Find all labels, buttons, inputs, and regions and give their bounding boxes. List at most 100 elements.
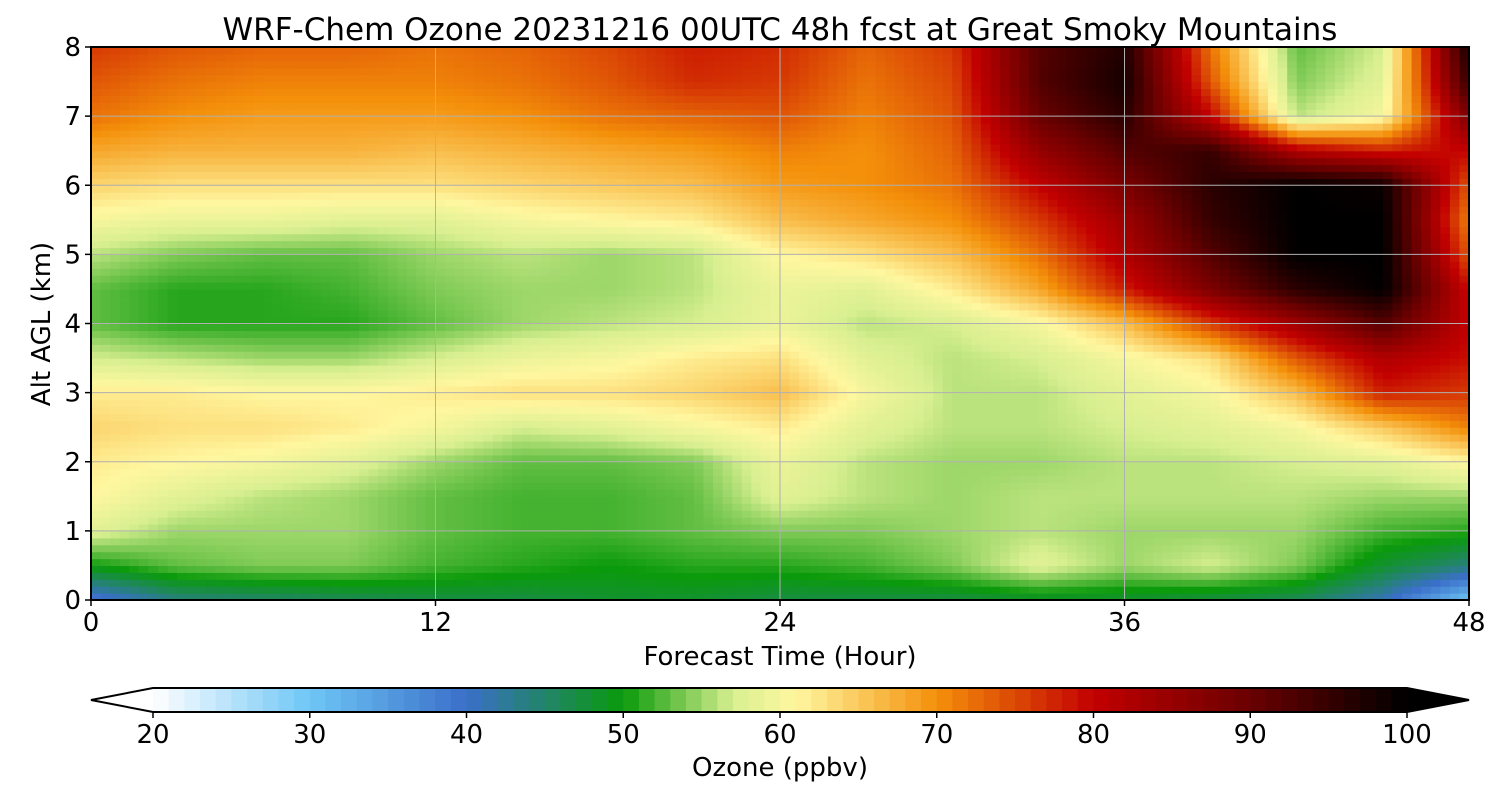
heatmap-cell xyxy=(636,503,647,511)
heatmap-cell xyxy=(1373,371,1384,380)
heatmap-cell xyxy=(1105,475,1116,484)
heatmap-cell xyxy=(1201,475,1212,484)
heatmap-cell xyxy=(1076,537,1087,546)
heatmap-cell xyxy=(665,475,676,484)
heatmap-cell xyxy=(1124,482,1135,490)
heatmap-cell xyxy=(531,392,542,401)
heatmap-cell xyxy=(913,364,925,373)
heatmap-cell xyxy=(1363,579,1374,587)
heatmap-cell xyxy=(894,475,905,484)
heatmap-cell xyxy=(559,413,571,421)
heatmap-cell xyxy=(684,461,695,470)
heatmap-cell xyxy=(1019,586,1030,594)
heatmap-cell xyxy=(224,482,236,490)
heatmap-cell xyxy=(1038,489,1049,497)
heatmap-cell xyxy=(827,482,839,490)
heatmap-cell xyxy=(1373,406,1384,414)
heatmap-cell xyxy=(473,427,484,435)
heatmap-cell xyxy=(1277,406,1288,414)
heatmap-cell xyxy=(301,475,312,484)
heatmap-cell xyxy=(263,371,274,380)
heatmap-cell xyxy=(253,503,264,511)
heatmap-cell xyxy=(406,510,417,518)
heatmap-cell xyxy=(770,427,781,435)
heatmap-cell xyxy=(119,551,130,560)
heatmap-cell xyxy=(1047,406,1059,414)
heatmap-cell xyxy=(1373,420,1384,428)
heatmap-cell xyxy=(358,413,370,421)
heatmap-cell xyxy=(1315,461,1327,470)
heatmap-cell xyxy=(339,468,350,477)
heatmap-cell xyxy=(100,544,111,553)
heatmap-cell xyxy=(1430,530,1441,539)
heatmap-cell xyxy=(952,358,963,366)
heatmap-cell xyxy=(368,427,379,435)
heatmap-cell xyxy=(1315,517,1327,525)
heatmap-cell xyxy=(1287,454,1298,463)
heatmap-cell xyxy=(780,434,791,442)
heatmap-cell xyxy=(339,461,350,470)
heatmap-cell xyxy=(387,489,398,497)
heatmap-cell xyxy=(1047,551,1059,560)
heatmap-cell xyxy=(1325,593,1336,600)
heatmap-cell xyxy=(1038,593,1049,600)
heatmap-cell xyxy=(875,427,886,435)
heatmap-cell xyxy=(1220,496,1231,504)
heatmap-cell xyxy=(1019,461,1030,470)
heatmap-cell xyxy=(1162,406,1173,414)
heatmap-cell xyxy=(224,427,236,435)
heatmap-cell xyxy=(186,551,197,560)
heatmap-cell xyxy=(751,551,762,560)
heatmap-cell xyxy=(1162,378,1173,387)
heatmap-cell xyxy=(1421,496,1432,504)
heatmap-cell xyxy=(933,510,944,518)
heatmap-cell xyxy=(856,565,867,573)
heatmap-cell xyxy=(1210,461,1221,470)
heatmap-cell xyxy=(167,530,178,539)
heatmap-cell xyxy=(119,378,130,387)
heatmap-cell xyxy=(741,385,752,394)
heatmap-cell xyxy=(416,489,427,497)
heatmap-cell xyxy=(1344,378,1355,387)
heatmap-cell xyxy=(416,565,427,573)
heatmap-cell xyxy=(483,447,494,456)
heatmap-cell xyxy=(674,586,685,594)
heatmap-cell xyxy=(1028,406,1039,414)
heatmap-cell xyxy=(846,468,858,477)
heatmap-cell xyxy=(157,399,169,408)
heatmap-cell xyxy=(866,551,877,560)
heatmap-cell xyxy=(1201,523,1212,532)
heatmap-cell xyxy=(1248,593,1260,600)
heatmap-cell xyxy=(473,441,484,449)
heatmap-cell xyxy=(588,523,599,532)
heatmap-cell xyxy=(1239,523,1250,532)
heatmap-cell xyxy=(1000,364,1011,373)
heatmap-cell xyxy=(636,565,647,573)
heatmap-cell xyxy=(301,364,312,373)
heatmap-cell xyxy=(1172,406,1183,414)
heatmap-cell xyxy=(559,434,571,442)
heatmap-cell xyxy=(1181,530,1193,539)
heatmap-cell xyxy=(1095,517,1106,525)
heatmap-cell xyxy=(1076,523,1087,532)
heatmap-cell xyxy=(502,385,513,394)
heatmap-cell xyxy=(1239,475,1250,484)
heatmap-cell xyxy=(923,517,934,525)
heatmap-cell xyxy=(378,544,389,553)
heatmap-cell xyxy=(358,427,370,435)
heatmap-cell xyxy=(636,482,647,490)
heatmap-cell xyxy=(234,593,245,600)
heatmap-cell xyxy=(1306,551,1317,560)
heatmap-cell xyxy=(339,454,350,463)
heatmap-cell xyxy=(799,530,810,539)
heatmap-cell xyxy=(1402,427,1413,435)
heatmap-cell xyxy=(1143,454,1154,463)
heatmap-cell xyxy=(473,482,484,490)
heatmap-cell xyxy=(1047,420,1059,428)
heatmap-cell xyxy=(1421,447,1432,456)
heatmap-cell xyxy=(378,523,389,532)
heatmap-cell xyxy=(320,558,331,567)
heatmap-cell xyxy=(1114,364,1126,373)
heatmap-cell xyxy=(1181,385,1193,394)
heatmap-cell xyxy=(1363,482,1374,490)
